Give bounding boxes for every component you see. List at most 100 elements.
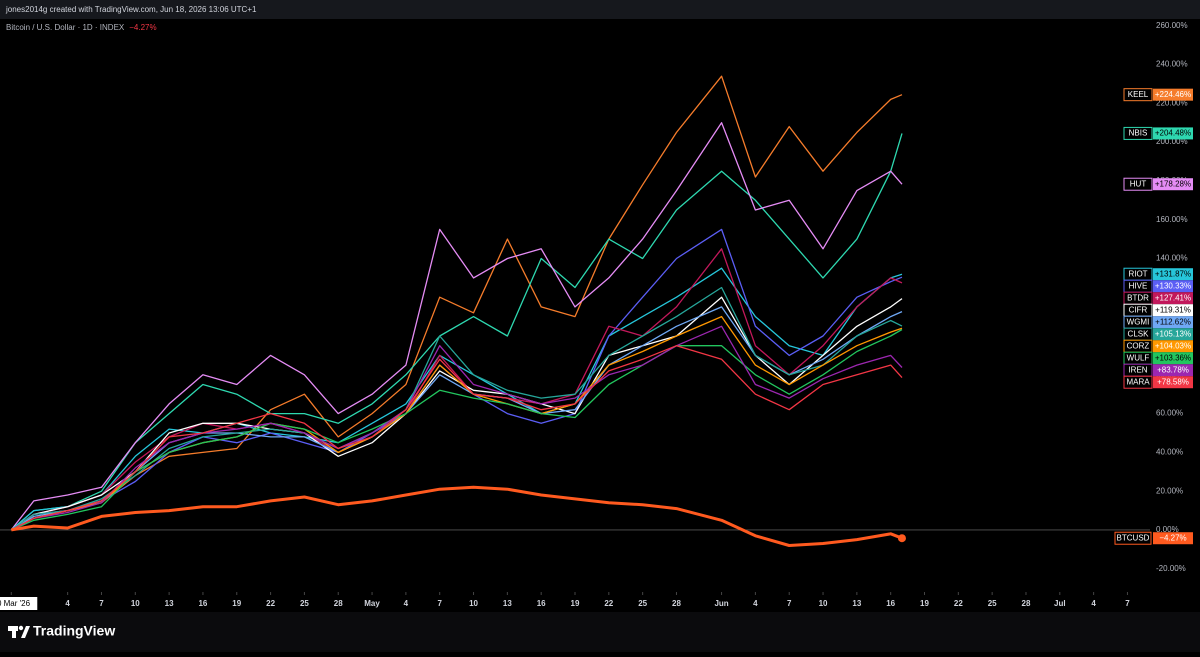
last-value-box: [1153, 178, 1193, 191]
last-value-box: [1153, 352, 1193, 365]
x-tick-highlight: [0, 597, 38, 610]
y-tick-label: -20.00%: [1156, 564, 1186, 573]
x-tick-label: 25: [300, 599, 309, 608]
series-line: [10, 133, 903, 531]
series-line: [10, 248, 903, 531]
last-value-box: [1153, 127, 1193, 140]
last-value-label: +224.46%: [1155, 90, 1191, 99]
series-line: [11, 328, 903, 531]
x-tick-label: 22: [266, 599, 275, 608]
legend-name: CIFR: [1129, 305, 1148, 314]
x-tick-label: 16: [198, 599, 207, 608]
last-value-label: +112.62%: [1155, 317, 1191, 326]
last-value-box: [1153, 532, 1193, 545]
legend-name: WGMI: [1127, 317, 1150, 326]
y-tick-label: 60.00%: [1156, 409, 1183, 418]
brand-logo: [8, 625, 30, 638]
y-tick-label: 260.00%: [1156, 21, 1188, 30]
last-value-box: [1153, 268, 1193, 281]
x-tick-label: 7: [787, 599, 792, 608]
y-tick-label: 140.00%: [1156, 254, 1188, 263]
x-tick-label: 13: [852, 599, 861, 608]
last-value-label: +204.48%: [1155, 129, 1191, 138]
x-tick-label: 28: [1022, 599, 1031, 608]
x-tick-label: 10: [819, 599, 828, 608]
brand: TradingView: [33, 623, 115, 639]
last-value-label: +104.03%: [1155, 341, 1191, 350]
series-line: [11, 485, 903, 547]
legend-name: MARA: [1126, 377, 1150, 386]
author-line: jones2014g created with TradingView.com,…: [5, 5, 257, 14]
y-tick-label: 160.00%: [1156, 215, 1188, 224]
legend-name-box: [1114, 531, 1152, 545]
last-value-box: [1153, 280, 1193, 293]
last-point: [897, 534, 906, 543]
x-tick-label: 28: [672, 599, 681, 608]
x-tick-label: 22: [954, 599, 963, 608]
x-tick-label: Jul: [1054, 599, 1066, 608]
legend-name: CLSK: [1128, 329, 1150, 338]
x-tick-label: 10: [469, 599, 478, 608]
y-tick-label: 200.00%: [1156, 137, 1188, 146]
x-tick-label: 4: [65, 599, 70, 608]
legend-name-box: [1123, 126, 1153, 140]
series-line: [11, 325, 903, 531]
x-tick-label: 4: [404, 599, 409, 608]
last-value-label: +131.87%: [1155, 269, 1191, 278]
last-value-label: +178.28%: [1155, 179, 1191, 188]
legend-name: IREN: [1128, 365, 1147, 374]
logo-part: [21, 626, 30, 638]
x-tick-label: 19: [571, 599, 580, 608]
x-tick-label: 25: [988, 599, 997, 608]
legend-name: HUT: [1130, 179, 1147, 188]
legend-name-box: [1123, 375, 1153, 389]
x-tick-label: 19: [920, 599, 929, 608]
series-line: [11, 345, 903, 531]
x-tick-label: 13: [503, 599, 512, 608]
chart-title: Bitcoin / U.S. Dollar · 1D · INDEX: [6, 23, 125, 32]
last-value-label: +119.31%: [1155, 305, 1191, 314]
series-line: [10, 296, 903, 531]
x-tick-label: 7: [99, 599, 104, 608]
x-tick-label: 22: [604, 599, 613, 608]
y-tick-label: 40.00%: [1156, 447, 1183, 456]
series-line: [10, 122, 903, 531]
legend-name: KEEL: [1128, 90, 1149, 99]
logo-part: [12, 626, 16, 638]
last-value-box: [1153, 304, 1193, 317]
last-value-box: [1153, 340, 1193, 353]
y-tick-label: 0.00%: [1156, 525, 1179, 534]
x-tick-label: 7: [1125, 599, 1130, 608]
x-tick-label: 28: [334, 599, 343, 608]
last-value-label: +83.78%: [1157, 365, 1189, 374]
legend-name: BTCUSD: [1117, 533, 1150, 542]
series-line: [10, 75, 903, 531]
legend-name: RIOT: [1128, 269, 1147, 278]
x-tick-label: 19: [232, 599, 241, 608]
legend-name-box: [1123, 177, 1153, 191]
x-tick-label: Jun: [714, 599, 728, 608]
x-tick-label: 4: [1091, 599, 1096, 608]
legend-name: NBIS: [1129, 129, 1148, 138]
last-value-label: +105.13%: [1155, 329, 1191, 338]
last-value-label: +127.41%: [1155, 293, 1191, 302]
title-change: −4.27%: [129, 23, 156, 32]
y-tick-label: 20.00%: [1156, 486, 1183, 495]
x-tick-label: 16: [886, 599, 895, 608]
legend-name: WULF: [1127, 353, 1150, 362]
last-value-label: −4.27%: [1159, 533, 1186, 542]
legend-name-box: [1123, 88, 1153, 102]
legend-name: CORZ: [1127, 341, 1150, 350]
last-value-box: [1153, 364, 1193, 377]
x-tick-label: 4: [753, 599, 758, 608]
x-tick-label: 7: [437, 599, 442, 608]
x-tick-label: 10: [131, 599, 140, 608]
y-tick-label: 220.00%: [1156, 98, 1188, 107]
plot: [10, 75, 906, 547]
y-tick-label: 240.00%: [1156, 60, 1188, 69]
last-value-label: +130.33%: [1155, 281, 1191, 290]
last-value-box: [1153, 292, 1193, 305]
footer-bar: [0, 612, 1200, 652]
